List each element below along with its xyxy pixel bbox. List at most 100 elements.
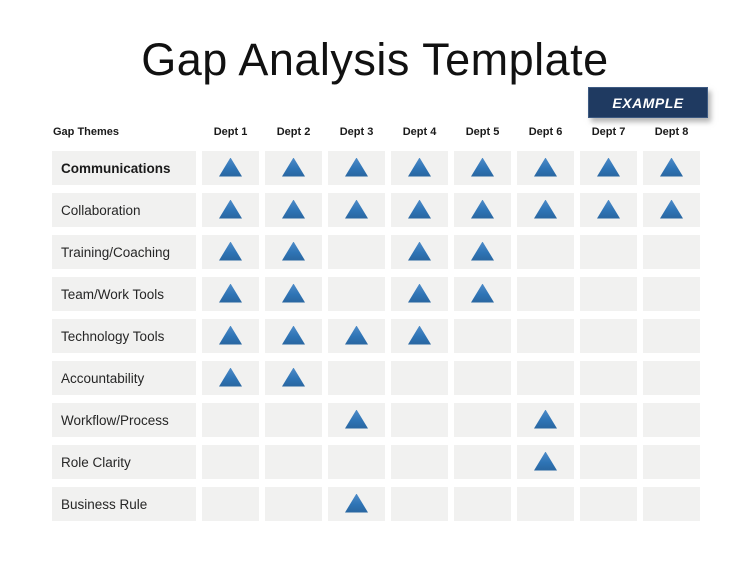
row-label: Collaboration bbox=[52, 193, 196, 227]
gap-triangle-icon bbox=[282, 367, 305, 387]
gap-triangle-icon bbox=[408, 283, 431, 303]
gap-cell bbox=[265, 235, 322, 269]
example-badge: EXAMPLE bbox=[588, 87, 708, 118]
gap-triangle-icon bbox=[345, 157, 368, 177]
gap-cell bbox=[517, 277, 574, 311]
gap-cell bbox=[580, 361, 637, 395]
gap-cell bbox=[202, 235, 259, 269]
gap-triangle-icon bbox=[408, 157, 431, 177]
gap-cell bbox=[265, 277, 322, 311]
gap-triangle-icon bbox=[282, 157, 305, 177]
gap-cell bbox=[454, 193, 511, 227]
gap-cell bbox=[580, 319, 637, 353]
table-row: Communications bbox=[52, 151, 702, 185]
gap-cell bbox=[391, 193, 448, 227]
gap-cell bbox=[265, 151, 322, 185]
table-row: Collaboration bbox=[52, 193, 702, 227]
gap-cell bbox=[517, 403, 574, 437]
gap-cell bbox=[580, 487, 637, 521]
gap-triangle-icon bbox=[282, 283, 305, 303]
gap-triangle-icon bbox=[534, 157, 557, 177]
gap-triangle-icon bbox=[282, 199, 305, 219]
gap-cell bbox=[517, 319, 574, 353]
gap-cell bbox=[202, 403, 259, 437]
table-header-row: Gap Themes Dept 1 Dept 2 Dept 3 Dept 4 Dept … bbox=[52, 122, 702, 142]
gap-cell bbox=[202, 151, 259, 185]
gap-cell bbox=[454, 445, 511, 479]
gap-triangle-icon bbox=[219, 325, 242, 345]
gap-cell bbox=[202, 361, 259, 395]
gap-triangle-icon bbox=[534, 199, 557, 219]
page-title: Gap Analysis Template bbox=[141, 34, 609, 85]
gap-cell bbox=[643, 151, 700, 185]
gap-cell bbox=[328, 403, 385, 437]
gap-cell bbox=[454, 235, 511, 269]
row-label: Technology Tools bbox=[52, 319, 196, 353]
gap-cell bbox=[454, 361, 511, 395]
gap-triangle-icon bbox=[219, 157, 242, 177]
table-row: Team/Work Tools bbox=[52, 277, 702, 311]
table-row: Technology Tools bbox=[52, 319, 702, 353]
gap-cell bbox=[517, 445, 574, 479]
gap-cell bbox=[517, 193, 574, 227]
gap-triangle-icon bbox=[408, 325, 431, 345]
gap-cell bbox=[265, 403, 322, 437]
gap-cell bbox=[580, 235, 637, 269]
column-header-dept-3: Dept 3 bbox=[339, 126, 374, 138]
table-row: Workflow/Process bbox=[52, 403, 702, 437]
gap-cell bbox=[391, 487, 448, 521]
column-header-dept-1: Dept 1 bbox=[213, 126, 248, 138]
column-header-dept-8: Dept 8 bbox=[654, 126, 689, 138]
gap-cell bbox=[328, 193, 385, 227]
row-label: Business Rule bbox=[52, 487, 196, 521]
gap-triangle-icon bbox=[219, 283, 242, 303]
gap-triangle-icon bbox=[471, 283, 494, 303]
row-label: Communications bbox=[52, 151, 196, 185]
gap-cell bbox=[328, 235, 385, 269]
gap-cell bbox=[517, 151, 574, 185]
gap-cell bbox=[643, 487, 700, 521]
gap-cell bbox=[517, 487, 574, 521]
gap-cell bbox=[202, 445, 259, 479]
gap-cell bbox=[643, 403, 700, 437]
gap-cell bbox=[328, 445, 385, 479]
gap-cell bbox=[580, 193, 637, 227]
gap-cell bbox=[328, 151, 385, 185]
gap-cell bbox=[202, 319, 259, 353]
gap-triangle-icon bbox=[534, 409, 557, 429]
row-label: Workflow/Process bbox=[52, 403, 196, 437]
gap-triangle-icon bbox=[660, 199, 683, 219]
gap-cell bbox=[580, 151, 637, 185]
row-label: Training/Coaching bbox=[52, 235, 196, 269]
gap-triangle-icon bbox=[345, 493, 368, 513]
example-badge-label: EXAMPLE bbox=[612, 94, 684, 111]
gap-triangle-icon bbox=[660, 157, 683, 177]
gap-cell bbox=[391, 403, 448, 437]
gap-cell bbox=[391, 445, 448, 479]
gap-cell bbox=[454, 403, 511, 437]
gap-cell bbox=[454, 277, 511, 311]
column-header-dept-5: Dept 5 bbox=[465, 126, 500, 138]
table-body: Communications Collaboration Training/Co… bbox=[52, 151, 702, 521]
gap-cell bbox=[580, 403, 637, 437]
column-header-gap-themes: Gap Themes bbox=[53, 126, 120, 138]
table-row: Business Rule bbox=[52, 487, 702, 521]
table-row: Training/Coaching bbox=[52, 235, 702, 269]
gap-cell bbox=[391, 235, 448, 269]
gap-cell bbox=[643, 445, 700, 479]
row-label: Team/Work Tools bbox=[52, 277, 196, 311]
gap-cell bbox=[265, 193, 322, 227]
row-label: Role Clarity bbox=[52, 445, 196, 479]
column-header-dept-7: Dept 7 bbox=[591, 126, 626, 138]
gap-cell bbox=[328, 361, 385, 395]
gap-cell bbox=[328, 277, 385, 311]
gap-triangle-icon bbox=[597, 157, 620, 177]
gap-cell bbox=[265, 445, 322, 479]
gap-cell bbox=[643, 319, 700, 353]
gap-cell bbox=[517, 235, 574, 269]
gap-triangle-icon bbox=[597, 199, 620, 219]
gap-triangle-icon bbox=[471, 241, 494, 261]
gap-cell bbox=[391, 361, 448, 395]
gap-cell bbox=[391, 319, 448, 353]
